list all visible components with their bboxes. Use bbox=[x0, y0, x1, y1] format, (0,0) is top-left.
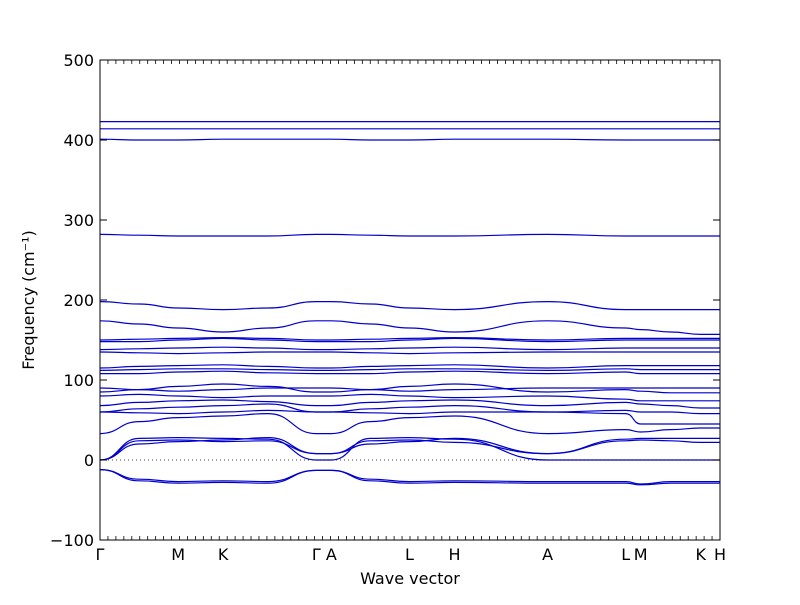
phonon-band-5 bbox=[99, 436, 720, 461]
phonon-band-16 bbox=[99, 351, 720, 355]
y-tick-label: 200 bbox=[63, 291, 94, 310]
phonon-band-11 bbox=[99, 383, 720, 394]
phonon-band-2 bbox=[99, 469, 720, 486]
phonon-band-13 bbox=[99, 370, 720, 375]
kpoint-label: L bbox=[621, 545, 630, 564]
x-axis-label: Wave vector bbox=[360, 569, 460, 588]
phonon-band-12 bbox=[99, 387, 720, 392]
kpoint-label: H bbox=[714, 545, 726, 564]
phonon-band-6 bbox=[99, 412, 720, 435]
kpoint-label: A bbox=[542, 545, 553, 564]
bands-layer bbox=[99, 120, 720, 486]
phonon-band-15 bbox=[99, 364, 720, 369]
y-tick-label: 500 bbox=[63, 51, 94, 70]
phonon-band-19 bbox=[99, 336, 720, 341]
kpoint-label: A bbox=[326, 545, 337, 564]
phonon-band-9 bbox=[99, 399, 720, 409]
y-tick-label: 100 bbox=[63, 371, 94, 390]
phonon-band-8 bbox=[99, 403, 720, 415]
phonon-band-10 bbox=[99, 393, 720, 402]
phonon-band-7 bbox=[99, 409, 720, 425]
phonon-band-21 bbox=[99, 300, 720, 311]
kpoint-label: K bbox=[218, 545, 229, 564]
kpoint-label: M bbox=[634, 545, 648, 564]
y-tick-label: 300 bbox=[63, 211, 94, 230]
phonon-band-18 bbox=[100, 337, 720, 343]
kpoint-label: K bbox=[696, 545, 707, 564]
kpoint-label: L bbox=[405, 545, 414, 564]
y-tick-label: −100 bbox=[50, 531, 94, 550]
kpoint-label: M bbox=[171, 545, 185, 564]
kpoint-label: H bbox=[448, 545, 460, 564]
phonon-band-20 bbox=[99, 320, 720, 336]
phonon-band-17 bbox=[99, 346, 720, 351]
kpoint-label: Γ bbox=[96, 545, 105, 564]
y-tick-label: 400 bbox=[63, 131, 94, 150]
phonon-band-3 bbox=[99, 436, 720, 461]
kpoint-label: Γ bbox=[312, 545, 321, 564]
y-tick-label: 0 bbox=[84, 451, 94, 470]
phonon-band-22 bbox=[99, 233, 720, 237]
phonon-band-14 bbox=[99, 368, 720, 372]
phonon-band-1 bbox=[99, 469, 720, 485]
phonon-band-23 bbox=[99, 138, 720, 141]
plot-frame bbox=[99, 59, 721, 541]
y-axis-label: Frequency (cm⁻¹) bbox=[19, 230, 38, 369]
